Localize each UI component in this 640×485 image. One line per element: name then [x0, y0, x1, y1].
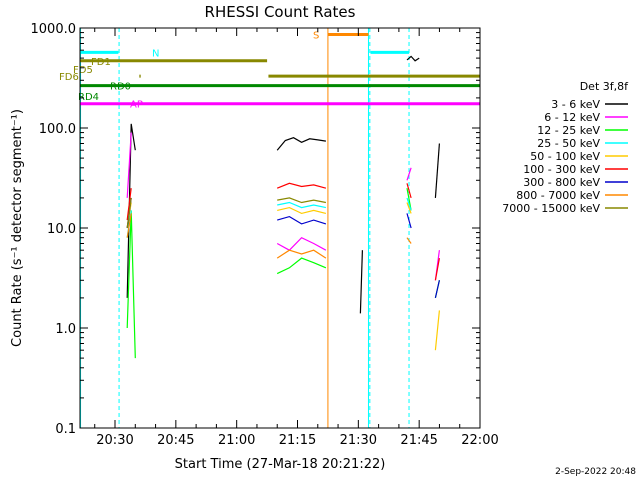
x-tick-label-3: 21:15 — [279, 433, 316, 448]
x-tick-label-6: 22:00 — [461, 433, 498, 448]
y-tick-label-1: 1.0 — [55, 322, 76, 337]
series-line-1-seg-2 — [406, 167, 412, 181]
legend-entry-label-7: 800 - 7000 keV — [516, 189, 600, 202]
legend-entry-label-8: 7000 - 15000 keV — [502, 202, 600, 215]
x-tick-label-2: 21:00 — [218, 433, 255, 448]
x-tick-label-4: 21:30 — [340, 433, 377, 448]
x-tick-label-0: 20:30 — [96, 433, 133, 448]
flag-label-n: N — [152, 48, 159, 59]
series-line-0-seg-1 — [276, 137, 326, 151]
series-line-3-seg-2 — [406, 197, 412, 211]
series-line-7-seg-0 — [126, 213, 132, 238]
flag-label-rd4: RD4 — [78, 92, 99, 103]
series-line-0-seg-2 — [359, 250, 363, 314]
plot-frame — [79, 27, 481, 429]
legend-entry-label-5: 100 - 300 keV — [523, 163, 600, 176]
legend-entry-label-0: 3 - 6 keV — [551, 98, 600, 111]
series-line-1-seg-1 — [276, 236, 327, 251]
x-tick-label-5: 21:45 — [400, 433, 437, 448]
series-line-1-seg-0 — [126, 132, 132, 198]
series-line-8-seg-0 — [126, 197, 132, 229]
legend-entry-label-4: 50 - 100 keV — [530, 150, 600, 163]
series-line-4-seg-3 — [434, 310, 440, 351]
series-line-8-seg-1 — [277, 197, 327, 204]
flag-label-ap: AP — [130, 100, 143, 111]
legend-entry-label-6: 300 - 800 keV — [523, 176, 600, 189]
series-line-0-seg-3 — [406, 55, 420, 62]
series-line-0-seg-0 — [126, 123, 136, 298]
series-line-7-seg-1 — [276, 249, 327, 259]
legend-title: Det 3f,8f — [580, 80, 629, 93]
series-line-7-seg-2 — [406, 237, 412, 244]
series-line-5-seg-1 — [276, 182, 327, 189]
y-tick-label-2: 10.0 — [47, 222, 76, 237]
footer-timestamp: 2-Sep-2022 20:48 — [555, 467, 636, 477]
series-line-0-seg-4 — [434, 143, 440, 198]
series-line-6-seg-2 — [406, 213, 412, 229]
flag-label-rd0: RD0 — [110, 82, 131, 93]
y-tick-label-3: 100.0 — [39, 122, 76, 137]
series-line-2-seg-1 — [276, 257, 327, 275]
series-line-6-seg-1 — [277, 215, 327, 225]
flag-label-fd5: FD5 — [73, 65, 93, 76]
chart-title: RHESSI Count Rates — [205, 3, 356, 21]
series-line-4-seg-2 — [406, 202, 412, 214]
flag-label-s: S — [313, 31, 319, 42]
x-axis-label: Start Time (27-Mar-18 20:21:22) — [175, 457, 386, 472]
series-line-5-seg-0 — [126, 188, 132, 221]
series-line-3-seg-1 — [277, 201, 327, 209]
x-tick-label-1: 20:45 — [157, 433, 194, 448]
flag-label-fd1: FD1 — [91, 57, 111, 68]
series-line-5-seg-3 — [434, 257, 440, 281]
flag-label-fd6: FD6 — [59, 72, 79, 83]
y-axis-label: Count Rate (s⁻¹ detector segment⁻¹) — [10, 109, 25, 347]
y-tick-label-4: 1000.0 — [31, 22, 77, 37]
series-line-5-seg-2 — [406, 183, 412, 199]
legend-entry-label-3: 25 - 50 keV — [537, 137, 600, 150]
legend-entry-label-1: 6 - 12 keV — [544, 111, 600, 124]
legend-entry-label-2: 12 - 25 keV — [537, 124, 600, 137]
series-line-4-seg-1 — [277, 206, 327, 215]
y-tick-label-0: 0.1 — [55, 422, 76, 437]
series-line-6-seg-3 — [434, 280, 440, 299]
